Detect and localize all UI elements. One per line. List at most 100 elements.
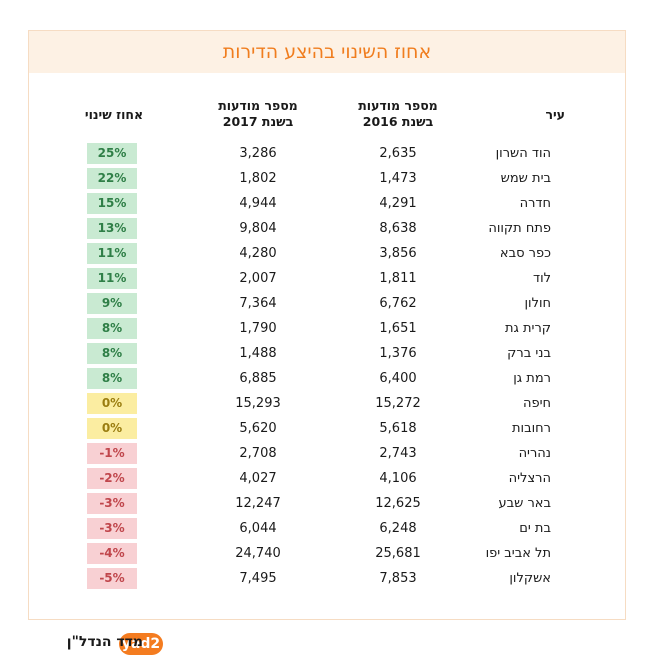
header-2017-line2: בשנת 2017 xyxy=(222,114,294,129)
yad2-logo: yad2 xyxy=(119,633,163,655)
cell-city: באר שבע xyxy=(498,496,551,511)
source-label: מדד הנדל"ן xyxy=(66,634,143,650)
cell-city: פתח תקווה xyxy=(488,221,551,236)
cell-city: כפר סבא xyxy=(499,246,551,261)
table-card: אחוז השינוי בהיצע הדירות עיר מספר מודעות… xyxy=(28,30,626,620)
header-2016-line2: בשנת 2016 xyxy=(362,114,434,129)
header-city: עיר xyxy=(545,107,565,122)
cell-city: חיפה xyxy=(522,396,551,411)
cell-2016: 2,743 xyxy=(379,446,417,461)
table-row: כפר סבא 3,856 4,280 11% xyxy=(29,241,625,266)
table-row: תל אביב יפו 25,681 24,740 -4% xyxy=(29,541,625,566)
header-change: אחוז שינוי xyxy=(84,107,144,122)
cell-city: הוד השרון xyxy=(495,146,551,161)
cell-2017: 2,007 xyxy=(239,271,277,286)
change-badge: -2% xyxy=(87,468,137,489)
header-2017-line1: מספר מודעות xyxy=(218,98,298,113)
cell-city: אשקלון xyxy=(509,571,551,586)
cell-2016: 12,625 xyxy=(375,496,421,511)
cell-city: חולון xyxy=(524,296,551,311)
header-2017: מספר מודעות בשנת 2017 xyxy=(213,98,303,130)
cell-city: תל אביב יפו xyxy=(485,546,551,561)
change-badge: 8% xyxy=(87,318,137,339)
table-row: חיפה 15,272 15,293 0% xyxy=(29,391,625,416)
cell-city: לוד xyxy=(532,271,551,286)
change-badge: 0% xyxy=(87,418,137,439)
table-row: בני ברק 1,376 1,488 8% xyxy=(29,341,625,366)
cell-city: חדרה xyxy=(519,196,551,211)
table-row: הרצליה 4,106 4,027 -2% xyxy=(29,466,625,491)
cell-2016: 6,248 xyxy=(379,521,417,536)
table-row: פתח תקווה 8,638 9,804 13% xyxy=(29,216,625,241)
table-row: אשקלון 7,853 7,495 -5% xyxy=(29,566,625,591)
cell-2017: 3,286 xyxy=(239,146,277,161)
cell-2016: 15,272 xyxy=(375,396,421,411)
table-row: בית שמש 1,473 1,802 22% xyxy=(29,166,625,191)
table-row: בת ים 6,248 6,044 -3% xyxy=(29,516,625,541)
cell-2016: 1,376 xyxy=(379,346,417,361)
change-badge: -4% xyxy=(87,543,137,564)
change-badge: 0% xyxy=(87,393,137,414)
change-badge: 11% xyxy=(87,243,137,264)
cell-2016: 4,106 xyxy=(379,471,417,486)
table-row: קרית גת 1,651 1,790 8% xyxy=(29,316,625,341)
cell-2016: 5,618 xyxy=(379,421,417,436)
cell-2017: 6,044 xyxy=(239,521,277,536)
change-badge: 9% xyxy=(87,293,137,314)
cell-2017: 6,885 xyxy=(239,371,277,386)
table-row: לוד 1,811 2,007 11% xyxy=(29,266,625,291)
cell-2017: 4,027 xyxy=(239,471,277,486)
cell-2017: 7,364 xyxy=(239,296,277,311)
cell-city: הרצליה xyxy=(508,471,551,486)
change-badge: 11% xyxy=(87,268,137,289)
cell-2016: 1,811 xyxy=(379,271,417,286)
table-row: הוד השרון 2,635 3,286 25% xyxy=(29,141,625,166)
change-badge: -1% xyxy=(87,443,137,464)
cell-2016: 3,856 xyxy=(379,246,417,261)
change-badge: -3% xyxy=(87,493,137,514)
cell-2017: 5,620 xyxy=(239,421,277,436)
header-2016: מספר מודעות בשנת 2016 xyxy=(353,98,443,130)
cell-2017: 4,944 xyxy=(239,196,277,211)
cell-city: קרית גת xyxy=(504,321,551,336)
change-badge: -5% xyxy=(87,568,137,589)
change-badge: 13% xyxy=(87,218,137,239)
cell-2016: 6,400 xyxy=(379,371,417,386)
cell-city: רחובות xyxy=(512,421,551,436)
cell-city: בת ים xyxy=(519,521,551,536)
cell-city: בני ברק xyxy=(507,346,551,361)
cell-2017: 4,280 xyxy=(239,246,277,261)
cell-2016: 8,638 xyxy=(379,221,417,236)
change-badge: 15% xyxy=(87,193,137,214)
table-row: באר שבע 12,625 12,247 -3% xyxy=(29,491,625,516)
cell-2016: 6,762 xyxy=(379,296,417,311)
change-badge: 22% xyxy=(87,168,137,189)
cell-2016: 7,853 xyxy=(379,571,417,586)
table-row: רמת גן 6,400 6,885 8% xyxy=(29,366,625,391)
change-badge: -3% xyxy=(87,518,137,539)
cell-2017: 9,804 xyxy=(239,221,277,236)
table-row: חולון 6,762 7,364 9% xyxy=(29,291,625,316)
change-badge: 8% xyxy=(87,343,137,364)
cell-2016: 1,651 xyxy=(379,321,417,336)
header-2016-line1: מספר מודעות xyxy=(358,98,438,113)
title-bar: אחוז השינוי בהיצע הדירות xyxy=(29,31,625,73)
cell-2017: 1,802 xyxy=(239,171,277,186)
cell-2017: 24,740 xyxy=(235,546,281,561)
cell-city: נהריה xyxy=(518,446,551,461)
cell-2016: 25,681 xyxy=(375,546,421,561)
table-row: חדרה 4,291 4,944 15% xyxy=(29,191,625,216)
cell-2017: 7,495 xyxy=(239,571,277,586)
cell-2017: 1,488 xyxy=(239,346,277,361)
cell-2017: 2,708 xyxy=(239,446,277,461)
table-row: רחובות 5,618 5,620 0% xyxy=(29,416,625,441)
cell-city: רמת גן xyxy=(513,371,551,386)
table-row: נהריה 2,743 2,708 -1% xyxy=(29,441,625,466)
cell-2017: 1,790 xyxy=(239,321,277,336)
cell-city: בית שמש xyxy=(500,171,551,186)
change-badge: 8% xyxy=(87,368,137,389)
cell-2017: 15,293 xyxy=(235,396,281,411)
cell-2016: 1,473 xyxy=(379,171,417,186)
change-badge: 25% xyxy=(87,143,137,164)
cell-2017: 12,247 xyxy=(235,496,281,511)
